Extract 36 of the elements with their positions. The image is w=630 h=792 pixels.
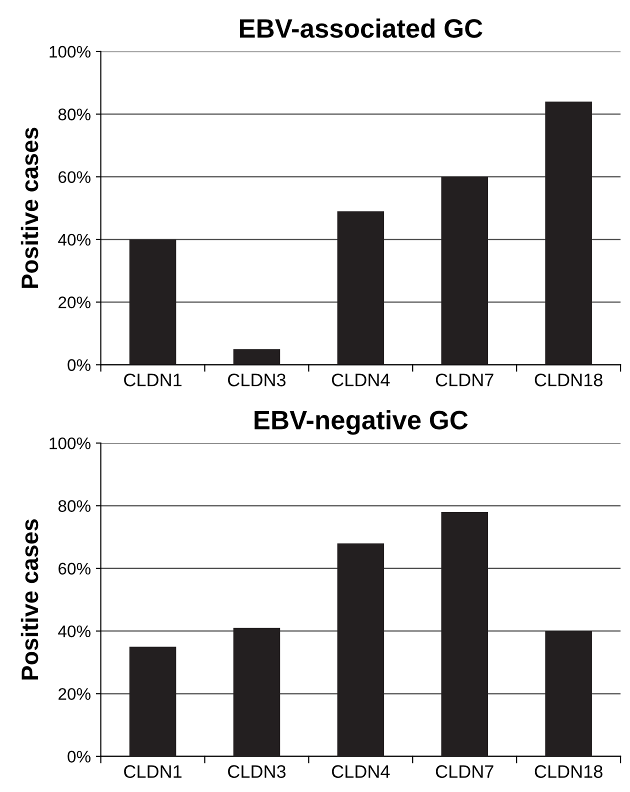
x-tick-label: CLDN3 — [228, 374, 286, 386]
chart-title: EBV-negative GC — [254, 410, 468, 435]
bar — [441, 176, 488, 365]
y-tick-label: 20% — [58, 296, 90, 308]
y-tick-label: 40% — [58, 234, 90, 246]
y-tick-label: 80% — [58, 500, 90, 512]
y-tick-label: 80% — [58, 108, 90, 120]
x-tick-label: CLDN18 — [534, 374, 602, 386]
x-tick-label: CLDN7 — [436, 765, 494, 778]
x-tick-label: CLDN1 — [124, 374, 182, 386]
x-tick-label: CLDN7 — [436, 374, 494, 386]
bar — [233, 349, 280, 365]
y-axis-title: Positive cases — [20, 519, 38, 680]
y-tick-label: 0% — [68, 359, 90, 371]
bar — [545, 631, 592, 756]
bar — [129, 646, 176, 756]
bar — [233, 628, 280, 756]
y-tick-label: 60% — [58, 562, 90, 575]
y-tick-label: 0% — [68, 750, 90, 763]
x-tick-label: CLDN3 — [228, 765, 286, 778]
bar — [337, 211, 384, 365]
x-tick-label: CLDN1 — [124, 765, 182, 778]
chart-title: EBV-associated GC — [240, 18, 482, 38]
bar — [545, 102, 592, 365]
y-tick-label: 20% — [58, 688, 90, 700]
x-tick-label: CLDN18 — [534, 765, 602, 778]
x-tick-label: CLDN4 — [332, 765, 390, 778]
bar — [129, 239, 176, 365]
y-tick-label: 100% — [50, 46, 90, 58]
y-tick-label: 40% — [58, 625, 90, 638]
y-tick-label: 60% — [58, 171, 90, 183]
bar — [441, 512, 488, 756]
bar — [337, 543, 384, 756]
x-tick-label: CLDN4 — [332, 374, 390, 386]
y-axis-title: Positive cases — [20, 128, 38, 288]
y-tick-label: 100% — [50, 437, 90, 450]
